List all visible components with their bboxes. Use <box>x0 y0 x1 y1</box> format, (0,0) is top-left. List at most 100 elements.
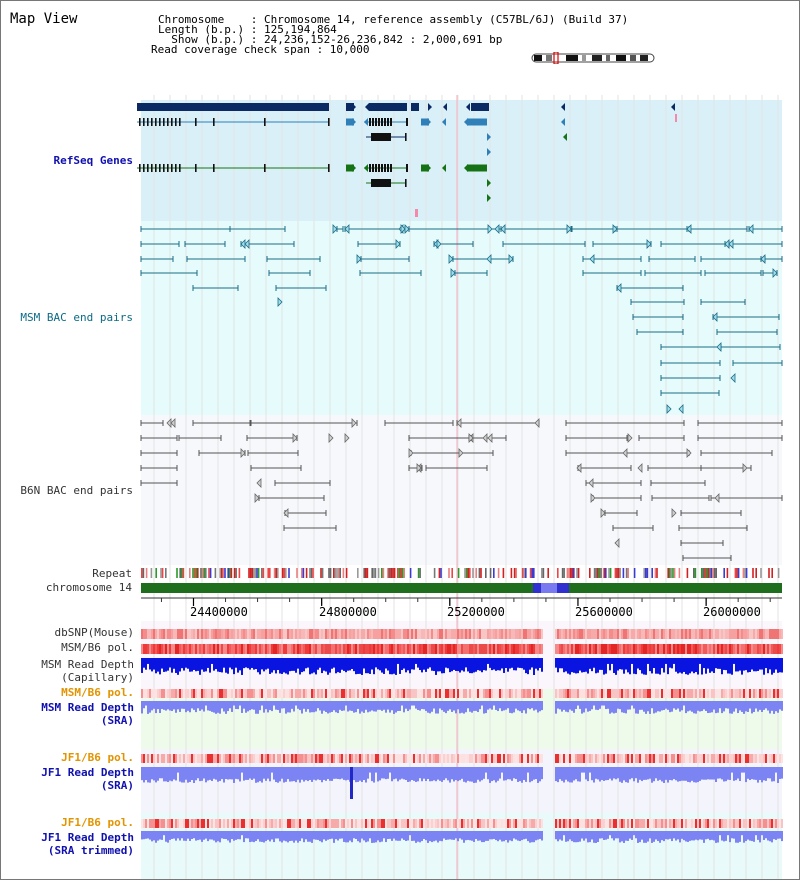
bac-end-arrow <box>395 239 401 249</box>
chromosome-ideogram[interactable] <box>530 52 656 64</box>
jf1-read-depth-trimmed <box>213 831 215 841</box>
dbsnp-density <box>699 629 701 639</box>
msm-read-depth-sra <box>207 701 209 711</box>
msm-read-depth-capillary <box>153 658 155 670</box>
repeat-feature <box>195 568 197 578</box>
msm-b6-polymorphism <box>409 644 411 654</box>
msm-b6-polymorphism <box>449 644 451 654</box>
msm-b6-polymorphism <box>673 644 675 654</box>
jf1-b6-polymorphism-trimmed <box>231 819 233 828</box>
jf1-read-depth-trimmed <box>685 831 687 842</box>
jf1-read-depth-sra <box>439 767 441 781</box>
dbsnp-density <box>425 629 427 639</box>
repeat-feature <box>531 568 533 578</box>
dbsnp-density <box>761 629 763 639</box>
jf1-b6-polymorphism-trimmed <box>253 819 255 828</box>
jf1-b6-polymorphism-trimmed <box>213 819 215 828</box>
dbsnp-density <box>213 629 215 639</box>
msm-read-depth-capillary <box>465 658 467 668</box>
gene-strand-arrow <box>561 103 565 111</box>
msm-b6-polymorphism-sra <box>281 689 283 698</box>
dbsnp-density <box>201 629 203 639</box>
dbsnp-density <box>405 629 407 639</box>
msm-b6-polymorphism-sra <box>491 689 493 698</box>
jf1-b6-polymorphism <box>651 754 653 763</box>
msm-b6-polymorphism <box>627 644 629 654</box>
msm-read-depth-sra <box>367 701 369 713</box>
jf1-read-depth-sra <box>781 767 783 779</box>
gene-strand-arrow <box>364 164 368 172</box>
dbsnp-density <box>355 629 357 639</box>
msm-b6-polymorphism-sra <box>707 689 709 698</box>
jf1-b6-polymorphism <box>507 754 509 763</box>
label-jf1-read-depth-sra-sub: (SRA) <box>100 779 134 792</box>
dbsnp-density <box>691 629 693 639</box>
msm-read-depth-sra <box>565 701 567 712</box>
jf1-read-depth-trimmed <box>303 831 305 843</box>
jf1-read-depth-sra <box>279 767 281 782</box>
jf1-read-depth-trimmed <box>153 831 155 841</box>
dbsnp-density <box>231 629 233 639</box>
jf1-read-depth-trimmed <box>579 831 581 842</box>
dbsnp-density <box>567 629 569 639</box>
repeat-feature <box>475 568 477 578</box>
jf1-read-depth-trimmed <box>745 831 747 842</box>
repeat-feature <box>281 568 284 578</box>
msm-b6-polymorphism <box>601 644 603 654</box>
gene-exon <box>155 118 157 126</box>
dbsnp-density <box>535 629 537 639</box>
msm-b6-polymorphism-sra <box>635 689 637 698</box>
repeat-feature <box>219 568 221 578</box>
msm-read-depth-capillary <box>365 658 367 674</box>
jf1-b6-polymorphism <box>705 754 707 763</box>
msm-b6-polymorphism-sra <box>751 689 753 698</box>
msm-read-depth-sra <box>751 701 753 714</box>
repeat-feature <box>150 568 153 578</box>
jf1-b6-polymorphism <box>523 754 525 763</box>
bac-end-arrow <box>450 268 456 278</box>
jf1-b6-polymorphism-trimmed <box>709 819 711 828</box>
gene-block <box>137 103 329 111</box>
jf1-read-depth-trimmed <box>567 831 569 842</box>
msm-read-depth-sra <box>409 701 411 710</box>
jf1-b6-polymorphism-trimmed <box>695 819 697 828</box>
jf1-b6-polymorphism-trimmed <box>531 819 533 828</box>
repeat-feature <box>165 568 167 578</box>
msm-b6-polymorphism <box>287 644 289 654</box>
gene-exon <box>346 103 354 111</box>
dbsnp-density <box>733 629 735 639</box>
msm-b6-polymorphism-sra <box>263 689 265 698</box>
msm-b6-polymorphism-sra <box>429 689 431 698</box>
label-jf1-b6-pol: JF1/B6 pol. <box>61 751 134 764</box>
jf1-read-depth-sra <box>237 767 239 780</box>
jf1-b6-polymorphism-trimmed <box>263 819 265 828</box>
msm-read-depth-sra <box>293 701 295 712</box>
jf1-read-depth-trimmed <box>677 831 679 840</box>
repeat-feature <box>363 568 365 578</box>
bac-end-arrow <box>600 508 606 518</box>
msm-b6-polymorphism <box>313 644 315 654</box>
msm-b6-polymorphism <box>357 644 359 654</box>
msm-read-depth-sra <box>663 701 665 711</box>
jf1-b6-polymorphism-trimmed <box>569 819 571 828</box>
repeat-feature <box>595 568 597 578</box>
msm-read-depth-sra <box>669 701 671 713</box>
msm-b6-polymorphism-sra <box>191 689 193 698</box>
repeat-feature <box>277 568 279 578</box>
jf1-b6-polymorphism-trimmed <box>355 819 357 828</box>
msm-read-depth-sra <box>611 701 613 713</box>
dbsnp-density <box>291 629 293 639</box>
jf1-b6-polymorphism <box>491 754 493 763</box>
msm-read-depth-sra <box>487 701 489 710</box>
jf1-read-depth-sra <box>389 767 391 773</box>
jf1-read-depth-trimmed <box>473 831 475 842</box>
jf1-read-depth-sra <box>195 767 197 781</box>
msm-read-depth-sra <box>757 701 759 712</box>
msm-read-depth-capillary <box>725 658 727 671</box>
msm-read-depth-sra <box>517 701 519 711</box>
dbsnp-density <box>583 629 585 639</box>
msm-b6-polymorphism-sra <box>481 689 483 698</box>
msm-b6-polymorphism <box>227 644 229 654</box>
msm-b6-polymorphism-sra <box>521 689 523 698</box>
